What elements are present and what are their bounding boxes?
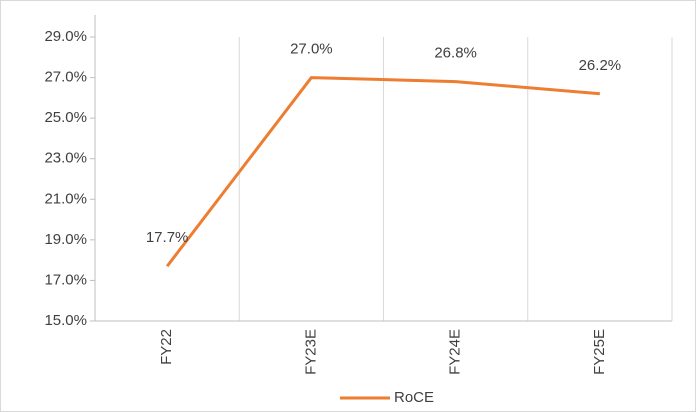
data-label: 26.2% — [579, 57, 622, 74]
y-tick-label: 19.0% — [44, 231, 87, 248]
y-tick-label: 29.0% — [44, 28, 87, 45]
data-label: 27.0% — [290, 41, 333, 58]
x-tick-label: FY25E — [591, 329, 608, 375]
y-tick-label: 23.0% — [44, 150, 87, 167]
legend-label: RoCE — [394, 389, 434, 406]
x-tick-label: FY22 — [158, 329, 175, 365]
x-tick-label: FY23E — [302, 329, 319, 375]
y-tick-label: 21.0% — [44, 190, 87, 207]
y-tick-label: 27.0% — [44, 69, 87, 86]
y-tick-label: 15.0% — [44, 312, 87, 329]
x-tick-label: FY24E — [447, 329, 464, 375]
data-label: 17.7% — [146, 229, 189, 246]
line — [165, 76, 601, 268]
y-tick-label: 25.0% — [44, 109, 87, 126]
y-tick-label: 17.0% — [44, 271, 87, 288]
data-label: 26.8% — [434, 45, 477, 62]
